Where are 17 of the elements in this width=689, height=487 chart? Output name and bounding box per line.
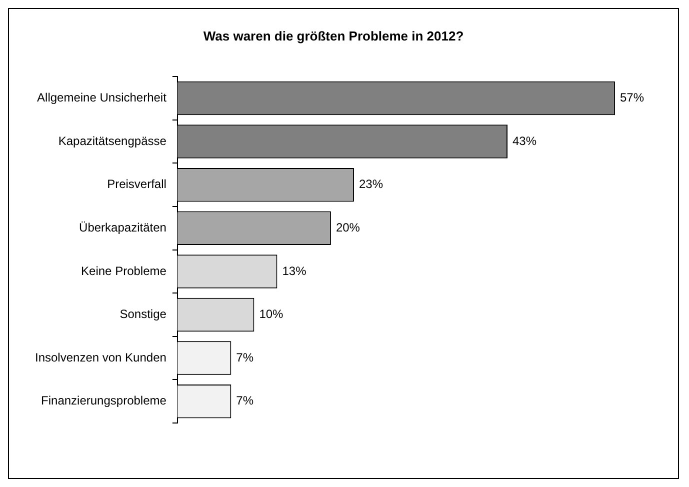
y-tick-label: Kapazitätsengpässe — [58, 134, 167, 148]
data-label: 23% — [358, 177, 384, 192]
data-label: 10% — [259, 307, 284, 322]
data-label: 57% — [620, 90, 644, 105]
data-label: 7% — [236, 350, 254, 364]
data-label: 7% — [236, 394, 254, 408]
y-tick-label: Sonstige — [120, 307, 167, 322]
data-label: 13% — [282, 264, 307, 278]
y-tick-label: Insolvenzen von Kunden — [34, 350, 166, 364]
y-tick-label: Allgemeine Unsicherheit — [37, 90, 168, 105]
data-label: 43% — [512, 134, 537, 148]
y-tick-label: Keine Probleme — [81, 264, 167, 278]
y-tick-label: Überkapazitäten — [79, 220, 166, 234]
data-label: 20% — [336, 220, 360, 234]
chart-title: Was waren die größten Probleme in 2012? — [203, 28, 464, 44]
y-tick-label: Preisverfall — [107, 177, 166, 192]
y-tick-label: Finanzierungsprobleme — [41, 394, 167, 408]
